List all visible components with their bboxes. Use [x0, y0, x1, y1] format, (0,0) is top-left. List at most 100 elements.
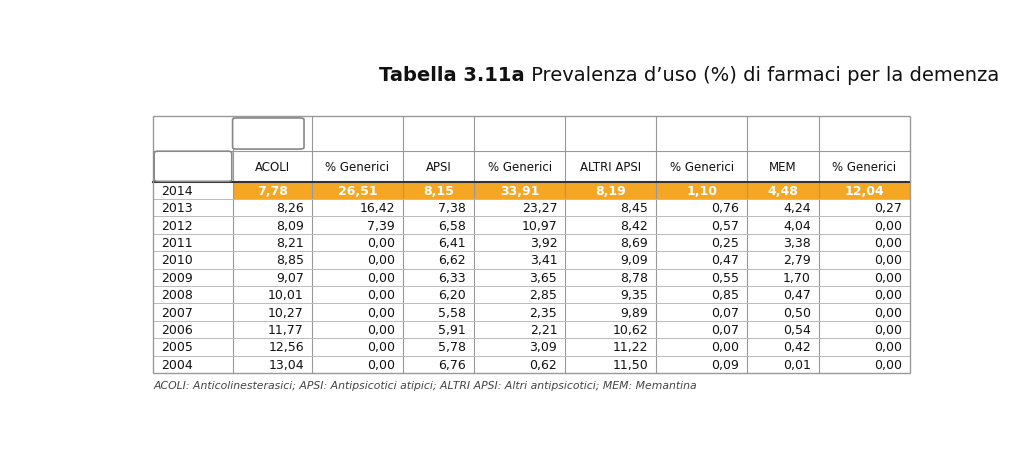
Text: 2006: 2006 — [162, 323, 194, 336]
Text: 0,00: 0,00 — [873, 219, 902, 232]
Text: 7,39: 7,39 — [368, 219, 395, 232]
Text: 0,85: 0,85 — [712, 289, 739, 302]
Text: 0,01: 0,01 — [782, 358, 811, 371]
Text: 6,33: 6,33 — [438, 271, 466, 284]
Text: 23,27: 23,27 — [521, 202, 557, 215]
Text: 12,56: 12,56 — [268, 341, 304, 353]
Text: 0,42: 0,42 — [783, 341, 811, 353]
Text: 0,47: 0,47 — [712, 254, 739, 267]
Text: 10,27: 10,27 — [268, 306, 304, 319]
Text: 8,42: 8,42 — [621, 219, 648, 232]
Text: 2010: 2010 — [162, 254, 194, 267]
Text: 4,04: 4,04 — [783, 219, 811, 232]
Text: 11,22: 11,22 — [612, 341, 648, 353]
Text: 0,00: 0,00 — [873, 358, 902, 371]
Text: 11,77: 11,77 — [268, 323, 304, 336]
Text: 3,92: 3,92 — [529, 236, 557, 250]
Text: 0,07: 0,07 — [712, 323, 739, 336]
Text: 2005: 2005 — [162, 341, 194, 353]
Text: 0,07: 0,07 — [712, 306, 739, 319]
Text: 4,48: 4,48 — [768, 185, 799, 197]
Text: 33,91: 33,91 — [500, 185, 540, 197]
Text: 9,89: 9,89 — [621, 306, 648, 319]
Text: 2014: 2014 — [162, 185, 193, 197]
Text: 0,00: 0,00 — [873, 341, 902, 353]
Text: 0,00: 0,00 — [367, 289, 395, 302]
Text: 0,00: 0,00 — [873, 323, 902, 336]
Text: 4,24: 4,24 — [783, 202, 811, 215]
Text: 8,26: 8,26 — [276, 202, 304, 215]
FancyBboxPatch shape — [155, 152, 231, 182]
Text: 0,00: 0,00 — [873, 236, 902, 250]
Text: 7,38: 7,38 — [438, 202, 466, 215]
Text: 6,20: 6,20 — [438, 289, 466, 302]
Text: 0,09: 0,09 — [712, 358, 739, 371]
Text: 8,45: 8,45 — [621, 202, 648, 215]
Text: 13,04: 13,04 — [268, 358, 304, 371]
Text: 10,01: 10,01 — [268, 289, 304, 302]
Text: 0,00: 0,00 — [873, 306, 902, 319]
Text: 3,38: 3,38 — [783, 236, 811, 250]
Text: 0,00: 0,00 — [873, 289, 902, 302]
Text: 9,09: 9,09 — [621, 254, 648, 267]
Text: 1,10: 1,10 — [686, 185, 718, 197]
Text: 0,47: 0,47 — [782, 289, 811, 302]
Text: 0,00: 0,00 — [873, 271, 902, 284]
Text: 0,00: 0,00 — [367, 254, 395, 267]
Text: 0,00: 0,00 — [367, 323, 395, 336]
Text: 5,91: 5,91 — [438, 323, 466, 336]
Text: 2,35: 2,35 — [529, 306, 557, 319]
FancyBboxPatch shape — [232, 119, 304, 150]
Text: 2013: 2013 — [162, 202, 193, 215]
Text: 2,79: 2,79 — [783, 254, 811, 267]
Text: 2009: 2009 — [162, 271, 194, 284]
Text: 0,00: 0,00 — [873, 254, 902, 267]
Text: 2012: 2012 — [162, 219, 193, 232]
Text: 7,78: 7,78 — [257, 185, 288, 197]
Text: 0,57: 0,57 — [712, 219, 739, 232]
Text: 0,76: 0,76 — [712, 202, 739, 215]
Text: 0,00: 0,00 — [712, 341, 739, 353]
Text: 3,09: 3,09 — [529, 341, 557, 353]
Text: 2,21: 2,21 — [529, 323, 557, 336]
Text: 0,54: 0,54 — [782, 323, 811, 336]
Text: 6,76: 6,76 — [438, 358, 466, 371]
Text: Tabella 3.11a: Tabella 3.11a — [379, 66, 524, 84]
Text: 2004: 2004 — [162, 358, 194, 371]
Text: 26,51: 26,51 — [338, 185, 377, 197]
Text: % Generici: % Generici — [487, 160, 552, 174]
Text: 0,50: 0,50 — [782, 306, 811, 319]
Text: 1,70: 1,70 — [782, 271, 811, 284]
Text: 0,55: 0,55 — [712, 271, 739, 284]
Text: ALTRI APSI: ALTRI APSI — [581, 160, 641, 174]
Text: 8,09: 8,09 — [276, 219, 304, 232]
Text: 0,25: 0,25 — [712, 236, 739, 250]
Text: 2011: 2011 — [162, 236, 193, 250]
Text: % Generici: % Generici — [326, 160, 389, 174]
Text: 9,35: 9,35 — [621, 289, 648, 302]
Text: 2007: 2007 — [162, 306, 194, 319]
Text: Misure: Misure — [248, 128, 289, 141]
Text: ACOLI: Anticolinesterasici; APSI: Antipsicotici atipici; ALTRI APSI: Altri antip: ACOLI: Anticolinesterasici; APSI: Antips… — [154, 380, 697, 390]
Text: 8,69: 8,69 — [621, 236, 648, 250]
Text: 0,00: 0,00 — [367, 236, 395, 250]
Text: 3,41: 3,41 — [529, 254, 557, 267]
Text: 12,04: 12,04 — [844, 185, 884, 197]
Bar — [232, 182, 909, 200]
Text: APSI: APSI — [426, 160, 452, 174]
Text: 0,00: 0,00 — [367, 358, 395, 371]
Text: ACOLI: ACOLI — [255, 160, 290, 174]
Bar — [154, 117, 909, 373]
Text: 16,42: 16,42 — [359, 202, 395, 215]
Text: 0,62: 0,62 — [529, 358, 557, 371]
Text: 0,00: 0,00 — [367, 341, 395, 353]
Text: MEM: MEM — [769, 160, 797, 174]
Text: 3,65: 3,65 — [529, 271, 557, 284]
Text: 0,00: 0,00 — [367, 271, 395, 284]
Text: 6,41: 6,41 — [438, 236, 466, 250]
Text: 8,15: 8,15 — [423, 185, 454, 197]
Text: 8,21: 8,21 — [276, 236, 304, 250]
Text: anno ▾: anno ▾ — [170, 160, 216, 174]
Text: 10,62: 10,62 — [612, 323, 648, 336]
Text: 6,62: 6,62 — [438, 254, 466, 267]
